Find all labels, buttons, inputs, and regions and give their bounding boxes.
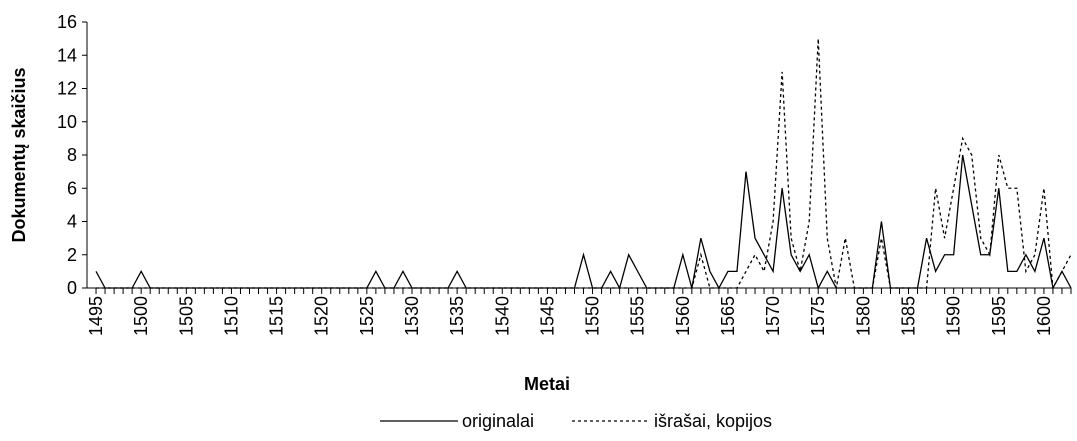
x-tick-label: 1515 (267, 296, 287, 336)
x-tick-label: 1550 (583, 296, 603, 336)
x-tick-label: 1535 (447, 296, 467, 336)
y-tick-label: 12 (57, 79, 77, 99)
x-tick-label: 1510 (221, 296, 241, 336)
x-tick-label: 1555 (628, 296, 648, 336)
y-tick-label: 16 (57, 12, 77, 32)
x-tick-label: 1505 (176, 296, 196, 336)
x-tick-label: 1540 (492, 296, 512, 336)
x-tick-label: 1590 (944, 296, 964, 336)
x-tick-label: 1560 (673, 296, 693, 336)
x-tick-label: 1580 (853, 296, 873, 336)
y-tick-label: 0 (67, 278, 77, 298)
x-axis-title: Metai (524, 374, 570, 394)
y-tick-label: 14 (57, 45, 77, 65)
x-tick-label: 1600 (1034, 296, 1054, 336)
y-tick-label: 10 (57, 112, 77, 132)
x-tick-label: 1575 (808, 296, 828, 336)
legend-label: išrašai, kopijos (654, 411, 772, 431)
x-tick-label: 1525 (357, 296, 377, 336)
y-tick-label: 2 (67, 245, 77, 265)
x-tick-label: 1545 (537, 296, 557, 336)
x-tick-label: 1495 (86, 296, 106, 336)
data-line (96, 38, 1072, 291)
y-tick-label: 6 (67, 178, 77, 198)
x-tick-label: 1585 (899, 296, 919, 336)
y-tick-label: 4 (67, 212, 77, 232)
x-tick-label: 1530 (402, 296, 422, 336)
data-line (95, 154, 1072, 290)
x-tick-label: 1570 (763, 296, 783, 336)
x-tick-label: 1565 (718, 296, 738, 336)
y-tick-label: 8 (67, 145, 77, 165)
y-axis-title: Dokumentų skaičius (9, 67, 29, 242)
legend-label: originalai (462, 411, 534, 431)
x-tick-label: 1500 (131, 296, 151, 336)
x-tick-label: 1520 (312, 296, 332, 336)
x-tick-label: 1595 (989, 296, 1009, 336)
